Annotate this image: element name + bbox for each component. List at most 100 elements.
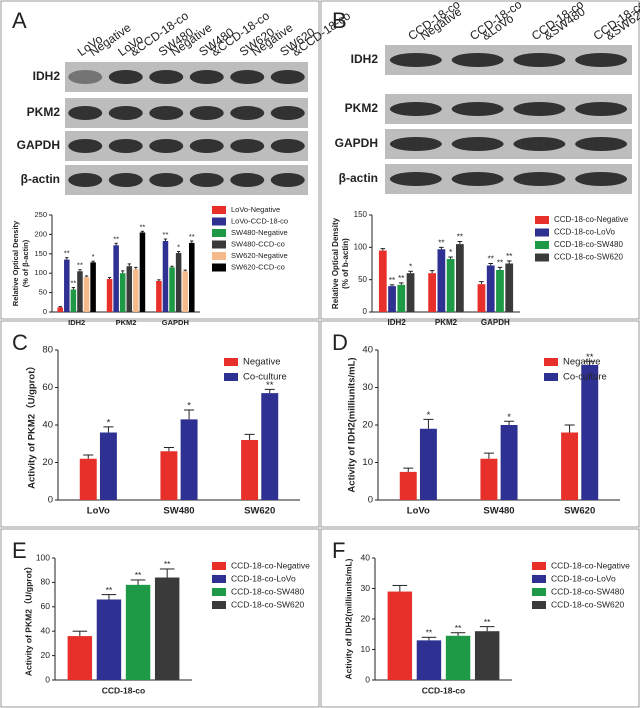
blot-band	[149, 70, 184, 84]
legend-label: CCD-18-co-SW620	[231, 599, 304, 609]
blot-band	[451, 137, 504, 151]
blot-band	[513, 137, 566, 151]
significance: **	[64, 249, 70, 258]
x-tick-label: GAPDH	[162, 318, 189, 327]
legend-label: CCD-18-co-SW480	[231, 586, 304, 596]
y-tick-label: 50	[358, 275, 367, 284]
bar	[156, 280, 162, 312]
blot-band	[189, 70, 224, 84]
bar	[90, 262, 96, 312]
bar	[241, 440, 259, 500]
bar	[133, 269, 139, 312]
panel-frame	[320, 0, 640, 320]
bar	[446, 258, 455, 312]
y-tick-label: 60	[42, 382, 53, 393]
blot-band	[389, 137, 442, 151]
legend-label: CCD-18-co-LoVo	[551, 573, 616, 583]
legend-swatch	[212, 575, 226, 583]
bar	[581, 365, 599, 500]
y-tick-label: 20	[361, 613, 371, 623]
panel-letter: E	[12, 538, 27, 563]
y-tick-label: 100	[34, 268, 47, 277]
y-tick-label: 50	[39, 288, 47, 297]
panel-frame	[0, 0, 320, 320]
x-tick-label: SW480	[483, 506, 514, 517]
blot-band	[230, 139, 265, 153]
blot-band	[68, 173, 103, 187]
significance: **	[457, 233, 463, 242]
blot-band	[149, 173, 184, 187]
legend-swatch	[532, 601, 546, 609]
y-axis-label: (% of β-actin)	[21, 239, 30, 287]
legend-swatch	[535, 228, 549, 237]
x-tick-label: SW620	[244, 506, 275, 517]
bar	[399, 471, 417, 500]
significance: **	[106, 585, 113, 595]
legend-label: LoVo-Negative	[231, 205, 280, 214]
y-tick-label: 10	[361, 644, 371, 654]
legend-label: LoVo-CCD-18-co	[231, 216, 288, 225]
significance: **	[484, 617, 491, 627]
legend-swatch	[224, 358, 238, 366]
bar	[113, 245, 119, 312]
significance: **	[163, 230, 169, 239]
bar	[388, 286, 396, 312]
blot-row-label: IDH2	[351, 52, 379, 66]
blot-row-label: β-actin	[21, 172, 60, 186]
blot-band	[451, 53, 504, 67]
bar	[83, 277, 90, 312]
y-axis-label: Activity of IDH2(milliunits/mL)	[347, 357, 358, 492]
significance: **	[497, 258, 503, 267]
significance: **	[140, 222, 146, 231]
bar	[416, 640, 442, 680]
y-tick-label: 0	[45, 674, 50, 684]
legend-label: Negative	[563, 357, 601, 368]
bar	[99, 432, 117, 500]
legend-swatch	[212, 562, 226, 570]
y-tick-label: 20	[362, 420, 373, 431]
legend-label: CCD-18-co-SW480	[554, 240, 623, 249]
bar	[79, 458, 97, 500]
blot-band	[513, 53, 566, 67]
significance: **	[426, 628, 433, 638]
blot-band	[575, 53, 628, 67]
blot-band	[149, 106, 184, 120]
y-tick-label: 10	[362, 457, 373, 468]
bar	[67, 636, 93, 680]
legend-swatch	[544, 358, 558, 366]
blot-band	[270, 173, 305, 187]
legend-label: SW480-CCD-co	[231, 239, 285, 248]
significance: *	[107, 417, 111, 428]
legend-label: CCD-18-co-LoVo	[231, 573, 296, 583]
legend-label: CCD-18-co-LoVo	[554, 228, 615, 237]
x-tick-label: CCD-18-co	[422, 685, 465, 695]
y-tick-label: 40	[361, 552, 371, 562]
bar	[387, 591, 413, 680]
legend-swatch	[212, 229, 226, 237]
blot-row-label: PKM2	[345, 101, 379, 115]
significance: **	[455, 623, 462, 633]
bar	[445, 635, 471, 680]
bar	[125, 584, 151, 680]
bar	[428, 273, 437, 312]
bar	[106, 279, 113, 312]
blot-row-label: PKM2	[27, 105, 61, 119]
bar	[70, 289, 77, 312]
significance: **	[586, 352, 594, 363]
bar	[139, 232, 146, 312]
legend-label: CCD-18-co-SW480	[551, 586, 624, 596]
panel-frame	[320, 320, 640, 528]
blot-band	[270, 106, 305, 120]
panel-frame	[0, 320, 320, 528]
blot-band	[108, 70, 143, 84]
blot-band	[575, 137, 628, 151]
bar	[406, 273, 415, 312]
bar	[474, 631, 500, 680]
blot-band	[389, 172, 442, 186]
significance: *	[92, 252, 95, 261]
y-tick-label: 40	[41, 625, 51, 635]
bar	[486, 265, 495, 312]
blot-row-label: IDH2	[33, 69, 61, 83]
blot-band	[108, 173, 143, 187]
